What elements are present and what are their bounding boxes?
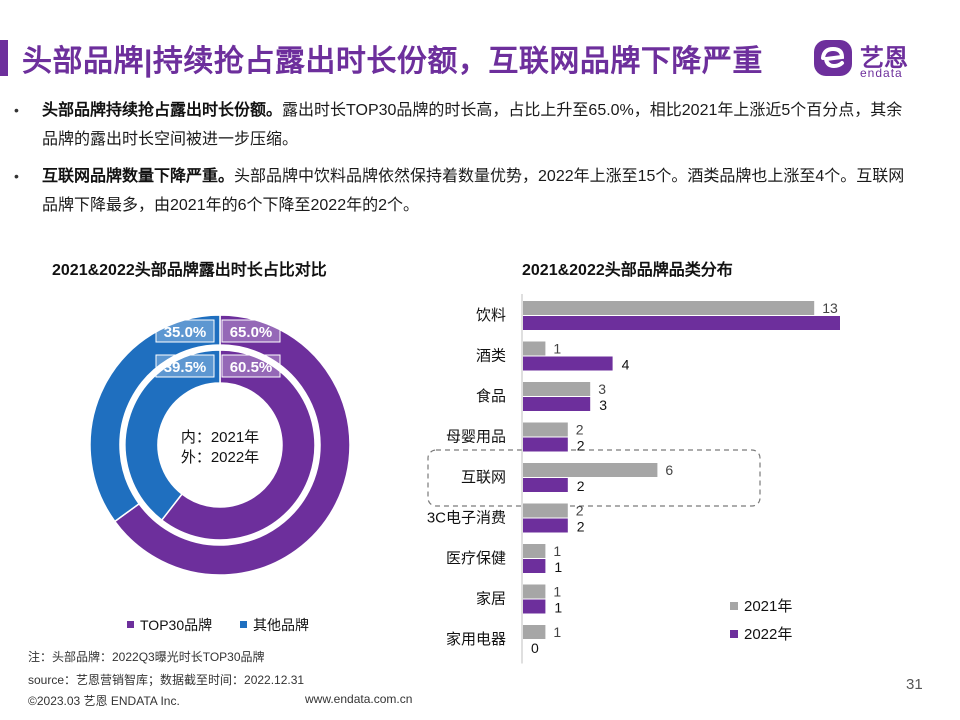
- bar-value-2021: 1: [553, 543, 561, 559]
- bar-chart-title: 2021&2022头部品牌品类分布: [522, 262, 733, 279]
- bar-category-label: 饮料: [476, 307, 506, 324]
- bar-2021: [523, 503, 568, 518]
- bar-category-label: 母婴用品: [446, 429, 506, 446]
- footer-copyright: ©2023.03 艺恩 ENDATA Inc.: [28, 694, 180, 708]
- logo-chinese-text: 艺恩: [860, 45, 908, 72]
- page-number: 31: [906, 676, 923, 693]
- legend-swatch-top30: [127, 621, 134, 628]
- bar-value-2021: 3: [598, 381, 606, 397]
- summary-bullets: 头部品牌持续抢占露出时长份额。露出时长TOP30品牌的时长高，占比上升至65.0…: [10, 96, 910, 228]
- logo-english-text: endata: [860, 66, 903, 80]
- bar-value-2021: 2: [576, 503, 584, 519]
- footer-website: www.endata.com.cn: [305, 692, 413, 706]
- donut-label-box-outer-other: [155, 319, 215, 343]
- bar-2022: [523, 437, 568, 452]
- bar-value-2021: 1: [553, 584, 561, 600]
- donut-center-label-outer: 外：2022年: [181, 449, 259, 466]
- bar-value-2021: 13: [822, 300, 838, 316]
- bullet-bold-lead: 互联网品牌数量下降严重。: [42, 168, 235, 185]
- bar-value-2021: 2: [576, 422, 584, 438]
- bar-2022: [523, 356, 613, 371]
- bar-value-2022: 1: [554, 559, 562, 575]
- bar-category-label: 家居: [476, 591, 506, 608]
- category-bar-chart: 饮料1315酒类14食品33母婴用品22互联网623C电子消费22医疗保健11家…: [427, 294, 840, 664]
- legend-label-2022: 2022年: [744, 626, 792, 643]
- endata-logo: 艺恩 endata: [812, 36, 932, 84]
- bar-2022: [523, 599, 546, 614]
- bar-value-2022: 0: [531, 640, 539, 656]
- title-accent-bar: [0, 40, 8, 76]
- bar-value-2022: 4: [622, 357, 630, 373]
- bar-category-label: 家用电器: [446, 631, 506, 648]
- bar-value-2021: 1: [553, 624, 561, 640]
- footnote-note: 注：头部品牌：2022Q3曝光时长TOP30品牌: [28, 650, 265, 664]
- bar-category-label: 酒类: [476, 348, 506, 365]
- bar-2021: [523, 463, 658, 477]
- legend-label-other: 其他品牌: [253, 617, 309, 633]
- bar-category-label: 医疗保健: [446, 550, 506, 567]
- donut-center-label-inner: 内：2021年: [181, 429, 259, 446]
- donut-label-box-inner-top30: [221, 354, 281, 378]
- bullet-bold-lead: 头部品牌持续抢占露出时长份额。: [42, 102, 283, 119]
- bar-2021: [523, 584, 546, 599]
- legend-label-2021: 2021年: [744, 598, 792, 615]
- footnote-source: source：艺恩营销智库；数据截至时间：2022.12.31: [28, 673, 305, 687]
- bar-2022: [523, 478, 568, 492]
- bullet-item: 头部品牌持续抢占露出时长份额。露出时长TOP30品牌的时长高，占比上升至65.0…: [10, 96, 910, 154]
- bar-2021: [523, 341, 546, 356]
- donut-data-label-outer-other: 35.0%: [164, 324, 207, 341]
- bar-value-2022: 1: [554, 600, 562, 616]
- donut-data-label-outer-top30: 65.0%: [230, 324, 273, 341]
- endata-logo-icon: [814, 40, 852, 76]
- donut-data-label-inner-other: 39.5%: [164, 359, 207, 376]
- bullet-item: 互联网品牌数量下降严重。头部品牌中饮料品牌依然保持着数量优势，2022年上涨至1…: [10, 162, 910, 220]
- donut-slice-outer-top30: [113, 314, 351, 576]
- bar-2021: [523, 625, 546, 639]
- bar-category-label: 互联网: [461, 469, 506, 486]
- bar-value-2022: 2: [577, 519, 585, 535]
- bar-2022: [523, 316, 840, 330]
- bar-2021: [523, 544, 546, 558]
- bar-value-2022: 2: [577, 478, 585, 494]
- donut-slice-outer-other: [89, 314, 221, 523]
- bar-2022: [523, 397, 591, 411]
- donut-chart-title: 2021&2022头部品牌露出时长占比对比: [52, 262, 327, 279]
- page-title: 头部品牌|持续抢占露出时长份额，互联网品牌下降严重: [22, 45, 763, 78]
- bullet-text: 头部品牌中饮料品牌依然保持着数量优势，2022年上涨至15个。酒类品牌也上涨至4…: [42, 168, 905, 214]
- donut-data-label-inner-top30: 60.5%: [230, 359, 273, 376]
- bullet-text: 露出时长TOP30品牌的时长高，占比上升至65.0%，相比2021年上涨近5个百…: [42, 102, 903, 148]
- bar-value-2021: 6: [665, 462, 673, 478]
- donut-slice-inner-top30: [160, 349, 316, 541]
- bar-2021: [523, 422, 568, 437]
- bar-value-2022: 3: [599, 397, 607, 413]
- donut-slice-inner-other: [124, 349, 221, 522]
- bar-category-label: 3C电子消费: [427, 510, 506, 527]
- legend-label-top30: TOP30品牌: [140, 617, 212, 633]
- bar-2021: [523, 301, 815, 315]
- bar-2021: [523, 382, 591, 396]
- bar-value-2022: 2: [577, 438, 585, 454]
- donut-label-box-outer-top30: [221, 319, 281, 343]
- internet-highlight-box: [427, 449, 761, 507]
- bar-category-label: 食品: [476, 388, 506, 405]
- legend-swatch-other: [240, 621, 247, 628]
- bar-2022: [523, 559, 546, 573]
- legend-swatch-2021: [730, 602, 738, 610]
- bar-value-2021: 1: [553, 341, 561, 357]
- bar-2022: [523, 518, 568, 533]
- donut-chart: 60.5% 39.5% 65.0% 35.0% 内：2021年 外：2022年 TOP…: [89, 314, 351, 633]
- donut-label-box-inner-other: [155, 354, 215, 378]
- legend-swatch-2022: [730, 630, 738, 638]
